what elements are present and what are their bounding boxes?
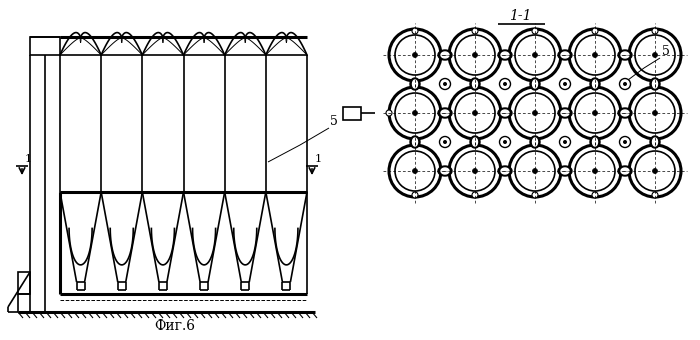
Circle shape — [533, 110, 538, 116]
Polygon shape — [592, 80, 598, 88]
Circle shape — [652, 169, 657, 173]
Polygon shape — [410, 78, 420, 90]
Polygon shape — [501, 52, 509, 58]
Circle shape — [386, 110, 392, 116]
Polygon shape — [530, 136, 540, 148]
Circle shape — [592, 52, 598, 57]
Polygon shape — [652, 138, 657, 146]
Polygon shape — [561, 110, 569, 116]
Circle shape — [443, 140, 447, 144]
Circle shape — [532, 192, 538, 198]
Text: 5: 5 — [662, 45, 670, 58]
Polygon shape — [533, 80, 538, 88]
Circle shape — [652, 192, 658, 198]
Polygon shape — [473, 80, 477, 88]
Polygon shape — [470, 78, 480, 90]
Polygon shape — [498, 166, 512, 176]
Polygon shape — [498, 108, 512, 118]
Polygon shape — [618, 166, 632, 176]
Circle shape — [500, 79, 510, 89]
Polygon shape — [650, 136, 660, 148]
Polygon shape — [558, 50, 572, 60]
Circle shape — [440, 136, 451, 148]
Circle shape — [473, 169, 477, 173]
Circle shape — [652, 52, 657, 57]
Circle shape — [559, 136, 570, 148]
Circle shape — [533, 52, 538, 57]
Polygon shape — [592, 138, 598, 146]
Polygon shape — [412, 138, 417, 146]
Circle shape — [620, 136, 631, 148]
Circle shape — [563, 140, 567, 144]
Bar — [18, 272, 30, 294]
Circle shape — [412, 110, 417, 116]
Circle shape — [592, 28, 598, 34]
Polygon shape — [590, 136, 600, 148]
Circle shape — [533, 169, 538, 173]
Polygon shape — [618, 108, 632, 118]
Circle shape — [532, 28, 538, 34]
Polygon shape — [558, 166, 572, 176]
Polygon shape — [438, 108, 452, 118]
Circle shape — [623, 140, 627, 144]
Circle shape — [503, 82, 507, 86]
Circle shape — [472, 192, 478, 198]
Polygon shape — [438, 166, 452, 176]
Polygon shape — [621, 168, 629, 174]
Bar — [30, 37, 60, 55]
Circle shape — [473, 110, 477, 116]
Polygon shape — [621, 110, 629, 116]
Circle shape — [412, 28, 418, 34]
Polygon shape — [410, 136, 420, 148]
Text: 1: 1 — [315, 154, 322, 164]
Circle shape — [652, 28, 658, 34]
Polygon shape — [621, 52, 629, 58]
Polygon shape — [650, 78, 660, 90]
Polygon shape — [530, 78, 540, 90]
Circle shape — [623, 82, 627, 86]
Circle shape — [652, 110, 657, 116]
Circle shape — [503, 140, 507, 144]
Circle shape — [592, 192, 598, 198]
Polygon shape — [558, 108, 572, 118]
Polygon shape — [441, 52, 449, 58]
Text: 5: 5 — [330, 115, 338, 128]
Circle shape — [592, 110, 598, 116]
Circle shape — [500, 136, 510, 148]
Polygon shape — [438, 50, 452, 60]
Circle shape — [473, 52, 477, 57]
Circle shape — [563, 82, 567, 86]
Circle shape — [412, 192, 418, 198]
Bar — [343, 106, 361, 119]
Circle shape — [440, 79, 451, 89]
Circle shape — [472, 28, 478, 34]
Polygon shape — [470, 136, 480, 148]
Circle shape — [412, 169, 417, 173]
Circle shape — [559, 79, 570, 89]
Polygon shape — [561, 52, 569, 58]
Circle shape — [443, 82, 447, 86]
Text: 1-1: 1-1 — [509, 9, 531, 23]
Text: Фиг.6: Фиг.6 — [155, 319, 195, 333]
Polygon shape — [412, 80, 417, 88]
Polygon shape — [501, 168, 509, 174]
Polygon shape — [561, 168, 569, 174]
Text: 1: 1 — [25, 154, 32, 164]
Polygon shape — [498, 50, 512, 60]
Polygon shape — [441, 168, 449, 174]
Circle shape — [412, 52, 417, 57]
Circle shape — [620, 79, 631, 89]
Polygon shape — [590, 78, 600, 90]
Polygon shape — [473, 138, 477, 146]
Polygon shape — [652, 80, 657, 88]
Polygon shape — [533, 138, 538, 146]
Circle shape — [592, 169, 598, 173]
Polygon shape — [618, 50, 632, 60]
Polygon shape — [501, 110, 509, 116]
Polygon shape — [441, 110, 449, 116]
